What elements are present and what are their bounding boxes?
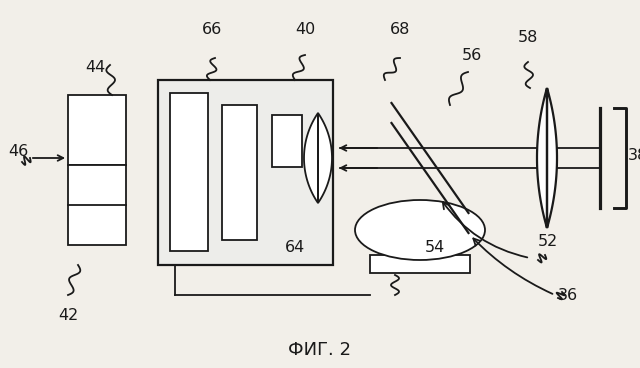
- Text: ФИГ. 2: ФИГ. 2: [289, 341, 351, 359]
- Bar: [158, 80, 333, 265]
- Text: 66: 66: [202, 22, 222, 38]
- Text: 68: 68: [390, 22, 410, 38]
- Text: 58: 58: [518, 31, 538, 46]
- Text: 54: 54: [425, 241, 445, 255]
- Text: 52: 52: [538, 234, 558, 250]
- Text: 36: 36: [558, 287, 578, 302]
- Text: 46: 46: [8, 145, 28, 159]
- Bar: [170, 93, 208, 251]
- Bar: [68, 95, 126, 165]
- Bar: [370, 255, 470, 273]
- Polygon shape: [304, 113, 332, 203]
- Text: 38: 38: [628, 148, 640, 163]
- Text: 56: 56: [462, 47, 482, 63]
- Text: 64: 64: [285, 241, 305, 255]
- Ellipse shape: [355, 200, 485, 260]
- Bar: [272, 115, 302, 167]
- Polygon shape: [537, 88, 557, 228]
- Bar: [222, 105, 257, 240]
- Text: 40: 40: [295, 22, 315, 38]
- Text: 44: 44: [85, 60, 105, 75]
- Bar: [68, 165, 126, 245]
- Text: 42: 42: [58, 308, 78, 322]
